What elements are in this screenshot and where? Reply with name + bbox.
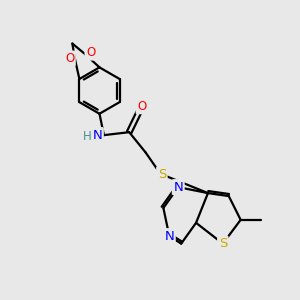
Text: N: N: [173, 181, 183, 194]
Text: S: S: [158, 168, 166, 181]
Text: N: N: [164, 230, 174, 243]
Text: O: O: [65, 52, 74, 65]
Text: O: O: [86, 46, 95, 59]
Text: O: O: [137, 100, 146, 113]
Text: S: S: [219, 237, 227, 250]
Text: N: N: [92, 129, 102, 142]
Text: H: H: [83, 130, 92, 143]
